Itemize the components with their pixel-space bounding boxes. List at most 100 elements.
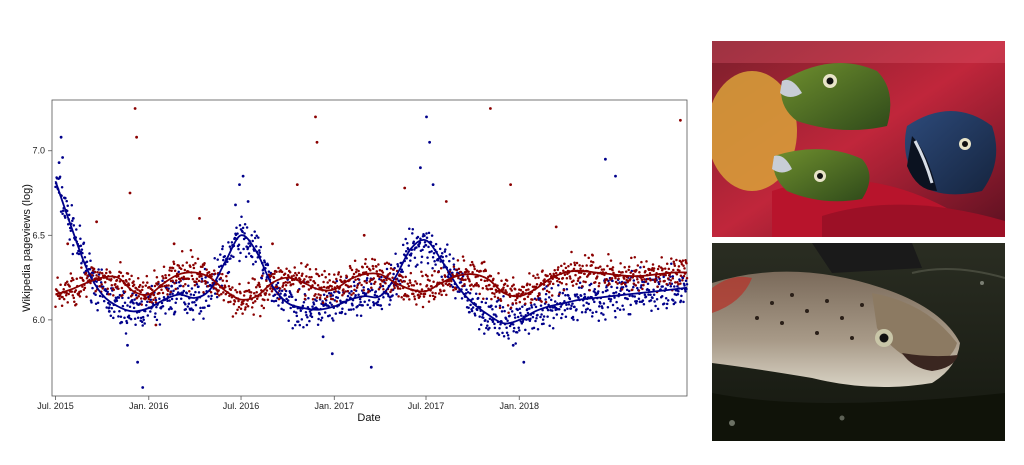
scatter-point: [253, 236, 257, 240]
scatter-point: [239, 251, 242, 255]
scatter-point: [152, 298, 155, 302]
scatter-point: [286, 299, 290, 302]
scatter-point: [494, 305, 498, 308]
scatter-point: [371, 264, 375, 268]
scatter-point: [475, 269, 479, 272]
scatter-point: [606, 289, 609, 292]
scatter-point: [672, 260, 676, 264]
scatter-point: [593, 300, 596, 304]
scatter-point: [189, 265, 192, 269]
scatter-point: [575, 261, 579, 265]
scatter-point: [519, 311, 522, 315]
scatter-point: [273, 272, 276, 275]
scatter-point: [161, 304, 165, 308]
scatter-point: [249, 294, 252, 297]
scatter-point: [324, 275, 327, 279]
scatter-point: [590, 315, 594, 318]
scatter-point: [270, 299, 274, 303]
scatter-point: [652, 269, 655, 273]
scatter-point: [253, 230, 256, 233]
scatter-point: [571, 284, 575, 287]
scatter-point: [593, 287, 597, 291]
scatter-point: [563, 299, 566, 303]
scatter-point: [348, 292, 351, 295]
scatter-point: [259, 245, 263, 249]
scatter-point: [682, 264, 685, 267]
scatter-point: [157, 280, 160, 284]
scatter-point: [562, 288, 566, 292]
scatter-point: [363, 279, 366, 283]
scatter-point: [174, 301, 177, 305]
scatter-point: [629, 271, 632, 274]
scatter-point: [559, 305, 563, 308]
scatter-point: [485, 326, 488, 330]
scatter-point: [609, 300, 612, 303]
scatter-point-outlier: [314, 115, 317, 119]
scatter-point: [534, 305, 538, 309]
scatter-point: [543, 278, 546, 281]
scatter-point: [123, 290, 127, 294]
scatter-point: [188, 289, 191, 293]
scatter-point: [239, 291, 242, 295]
scatter-point: [283, 272, 287, 276]
scatter-point: [444, 275, 447, 279]
scatter-point: [506, 319, 509, 323]
scatter-point: [54, 305, 57, 308]
scatter-point: [589, 282, 593, 286]
scatter-point: [571, 302, 574, 305]
scatter-point: [508, 314, 511, 318]
scatter-point: [370, 286, 373, 289]
scatter-point: [377, 263, 380, 266]
scatter-point: [500, 279, 503, 282]
scatter-point: [355, 268, 358, 271]
scatter-point: [380, 275, 383, 279]
scatter-point: [673, 285, 676, 288]
scatter-point: [177, 264, 180, 267]
scatter-point: [351, 304, 354, 307]
scatter-point: [412, 240, 416, 243]
scatter-point: [75, 277, 79, 280]
scatter-point: [322, 285, 326, 289]
scatter-point: [257, 236, 260, 239]
scatter-point: [164, 312, 167, 315]
x-axis-ticks: Jul. 2015 Jan. 2016 Jul. 2016 Jan. 2017 Jul.…: [37, 396, 539, 411]
scatter-point: [307, 288, 311, 291]
scatter-point: [614, 280, 618, 284]
scatter-point: [665, 282, 668, 286]
scatter-point: [577, 271, 581, 274]
scatter-point-outlier: [172, 242, 176, 246]
scatter-point: [196, 257, 200, 260]
scatter-point: [528, 272, 531, 275]
scatter-point: [541, 269, 544, 272]
scatter-point: [519, 288, 523, 292]
scatter-point: [640, 284, 643, 287]
scatter-point: [170, 269, 173, 272]
scatter-point: [215, 295, 219, 299]
scatter-point: [573, 305, 576, 309]
scatter-point: [336, 296, 340, 299]
scatter-point: [440, 293, 443, 297]
scatter-point: [140, 300, 143, 303]
scatter-point: [361, 304, 364, 307]
scatter-point: [261, 269, 265, 272]
scatter-point: [660, 295, 664, 298]
scatter-point: [215, 292, 219, 296]
scatter-point: [651, 263, 655, 266]
scatter-point: [242, 247, 245, 251]
scatter-point: [237, 247, 240, 251]
scatter-point: [679, 282, 682, 285]
scatter-point: [641, 280, 644, 284]
scatter-point-outlier: [522, 360, 526, 364]
scatter-point: [272, 299, 276, 303]
scatter-point: [540, 300, 543, 303]
scatter-point: [231, 315, 235, 318]
scatter-point: [674, 301, 677, 304]
scatter-point: [334, 281, 337, 285]
scatter-point: [489, 274, 493, 278]
scatter-point: [254, 286, 258, 289]
scatter-point: [636, 278, 639, 281]
scatter-point: [275, 285, 279, 288]
scatter-point: [609, 297, 613, 301]
scatter-point: [180, 276, 183, 280]
scatter-point: [475, 282, 478, 285]
